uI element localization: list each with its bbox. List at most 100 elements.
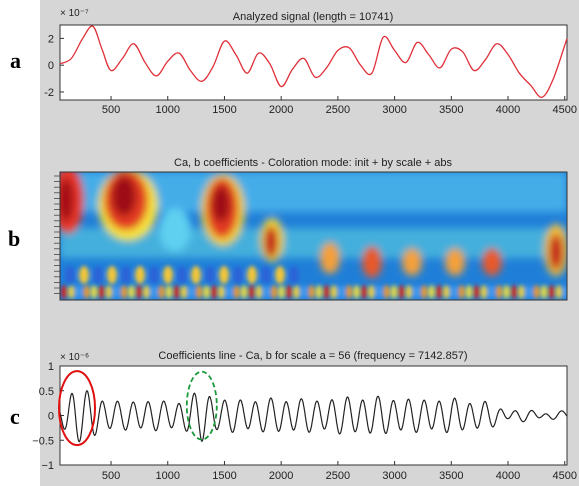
heatmap-fine-blob-34	[316, 285, 322, 299]
heatmap-fine-blob-15	[173, 285, 180, 299]
heatmap-fine-blob-66	[556, 285, 562, 299]
heatmap-fine-blob-18	[196, 285, 202, 299]
heatmap-fine-blob-9	[128, 285, 135, 299]
heatmap-mid-blob-0	[65, 266, 75, 284]
coef-line-y-tick-label-3: 0.5	[39, 386, 54, 398]
heatmap-fine-blob-62	[526, 285, 532, 299]
heatmap-fine-blob-36	[331, 285, 337, 299]
heatmap-fine-blob-37	[338, 285, 345, 299]
heatmap-fine-blob-23	[233, 285, 240, 299]
signal-y-tick-label-2: 2	[48, 33, 54, 45]
heatmap-mid-blob-1	[79, 266, 89, 284]
heatmap-mid-blob-4	[121, 266, 131, 284]
coef-line-y-tick-label-0: −1	[41, 460, 54, 472]
signal-x-tick-label-8: 4500	[552, 104, 576, 116]
heatmap-mid-blob-12	[233, 266, 243, 284]
heatmap-blob-10-core	[549, 234, 563, 270]
heatmap-blob-9	[482, 248, 502, 276]
heatmap-fine-blob-16	[181, 285, 187, 299]
heatmap-fine-blob-21	[218, 285, 225, 299]
heatmap-mid-blob-7	[163, 266, 173, 284]
heatmap-blob-1-core	[112, 176, 136, 216]
panel-label-a: a	[10, 48, 21, 73]
heatmap-fine-blob-51	[443, 285, 450, 299]
coef-line-x-tick-label-6: 3500	[439, 470, 463, 482]
heatmap-mid-blob-13	[247, 266, 257, 284]
heatmap-fine-blob-44	[391, 285, 397, 299]
heatmap-fine-blob-42	[376, 285, 382, 299]
heatmap-blob-5	[320, 242, 340, 274]
heatmap-blob-4-core	[264, 226, 278, 258]
heatmap-fine-blob-33	[308, 285, 315, 299]
heatmap-fine-blob-1	[68, 285, 75, 299]
heatmap-fine-blob-38	[346, 285, 352, 299]
heatmap-fine-blob-54	[466, 285, 472, 299]
heatmap-mid-blob-5	[135, 266, 145, 284]
heatmap-fine-blob-19	[203, 285, 210, 299]
heatmap-fine-blob-10	[136, 285, 142, 299]
signal-x-tick-label-7: 4000	[496, 104, 520, 116]
heatmap-fine-blob-65	[548, 285, 555, 299]
signal-y-tick-label-1: 0	[48, 60, 54, 72]
coef-line-x-tick-label-0: 500	[102, 470, 120, 482]
heatmap-blob-7	[402, 248, 422, 276]
coef-line-series	[59, 390, 568, 443]
panel-label-c: c	[10, 404, 20, 429]
coef-line-y-tick-label-1: −0.5	[32, 435, 54, 447]
heatmap-fine-blob-0	[61, 285, 67, 299]
heatmap-fine-blob-40	[361, 285, 367, 299]
coef-line-x-tick-label-5: 3000	[382, 470, 406, 482]
heatmap-mid-blob-15	[275, 266, 285, 284]
heatmap-mid-blob-8	[177, 266, 187, 284]
coef-line-y-tick-label-4: 1	[48, 361, 54, 373]
heatmap-fine-blob-57	[488, 285, 495, 299]
coef-line-x-tick-label-4: 2500	[326, 470, 350, 482]
heatmap-fine-blob-6	[106, 285, 112, 299]
heatmap-fine-blob-48	[421, 285, 427, 299]
heatmap-fine-blob-4	[91, 285, 97, 299]
coef-line-title: Coefficients line - Ca, b for scale a = …	[158, 350, 467, 362]
heatmap-fine-blob-61	[518, 285, 525, 299]
heatmap-blob-left-dark	[60, 178, 74, 222]
signal-x-tick-label-5: 3000	[382, 104, 406, 116]
coef-line-y-exponent: × 10⁻⁶	[60, 352, 89, 363]
signal-panel: Analyzed signal (length = 10741) × 10⁻⁷ …	[44, 8, 577, 116]
heatmap-fine-blob-12	[151, 285, 157, 299]
coef-line-x-tick-label-3: 2000	[269, 470, 293, 482]
signal-x-tick-label-4: 2500	[326, 104, 350, 116]
signal-plot-area	[59, 24, 568, 101]
heatmap-fine-blob-14	[166, 285, 172, 299]
signal-x-tick-label-2: 1500	[212, 104, 236, 116]
heatmap-fine-blob-63	[533, 285, 540, 299]
signal-x-tick-label-1: 1000	[156, 104, 180, 116]
signal-x-tick-label-3: 2000	[269, 104, 293, 116]
heatmap-fine-blob-58	[496, 285, 502, 299]
coef-line-x-tick-label-8: 4500	[552, 470, 576, 482]
signal-y-exponent: × 10⁻⁷	[60, 8, 89, 19]
coef-line-x-tick-label-7: 4000	[496, 470, 520, 482]
signal-series-line	[59, 25, 568, 98]
panel-label-b: b	[8, 226, 21, 251]
heatmap-mid-blob-11	[219, 266, 229, 284]
coef-line-x-tick-label-2: 1500	[212, 470, 236, 482]
green-dashed-ellipse-marker	[185, 370, 218, 441]
heatmap-fine-blob-49	[428, 285, 435, 299]
coefficients-line-panel: Coefficients line - Ca, b for scale a = …	[32, 350, 577, 482]
heatmap-fine-blob-13	[158, 285, 165, 299]
heatmap-fine-blob-59	[503, 285, 510, 299]
heatmap-fine-blob-24	[241, 285, 247, 299]
heatmap-fine-blob-8	[121, 285, 127, 299]
heatmap-fine-blob-56	[481, 285, 487, 299]
heatmap-fine-blob-53	[458, 285, 465, 299]
red-solid-ellipse-marker	[58, 370, 97, 447]
heatmap-fine-blob-50	[436, 285, 442, 299]
heatmap-fine-blob-47	[413, 285, 420, 299]
signal-y-tick-label-0: -2	[44, 87, 54, 99]
heatmap-blob-8	[445, 248, 465, 276]
heatmap-fine-blob-30	[286, 285, 292, 299]
heatmap-fine-blob-41	[368, 285, 375, 299]
heatmap-fine-blob-45	[398, 285, 405, 299]
heatmap-fine-blob-28	[271, 285, 277, 299]
signal-x-tick-label-0: 500	[102, 104, 120, 116]
